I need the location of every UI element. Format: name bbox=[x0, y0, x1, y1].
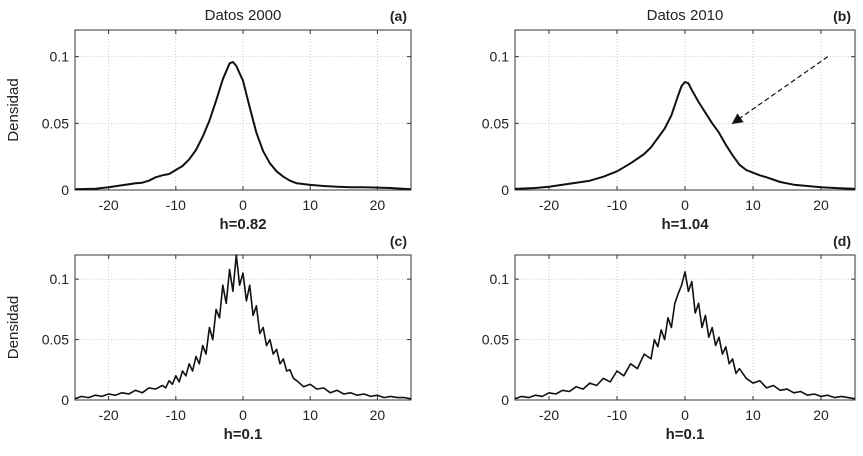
density-curve bbox=[74, 61, 412, 191]
y-tick-label: 0.05 bbox=[42, 115, 69, 131]
bandwidth-label: h=0.1 bbox=[666, 426, 705, 443]
x-tick-label: -10 bbox=[607, 197, 627, 213]
x-tick-label: -10 bbox=[166, 407, 186, 423]
x-tick-label: -20 bbox=[98, 407, 118, 423]
y-tick-label: 0 bbox=[501, 392, 509, 408]
panel-title: Datos 2010 bbox=[647, 7, 724, 24]
y-tick-label: 0.1 bbox=[490, 49, 510, 65]
y-tick-label: 0.05 bbox=[42, 332, 69, 348]
x-tick-label: -10 bbox=[607, 407, 627, 423]
y-tick-label: 0 bbox=[501, 182, 509, 198]
x-tick-label: -10 bbox=[166, 197, 186, 213]
density-curve bbox=[514, 81, 856, 190]
y-tick-label: 0 bbox=[61, 392, 69, 408]
panel-b: -20 -10 0 10 20 0 0.05 0.1 Datos 2010 (b) h=1.04 bbox=[482, 7, 856, 233]
x-tick-label: 0 bbox=[681, 407, 689, 423]
panel-tag: (d) bbox=[833, 233, 851, 249]
density-curve bbox=[74, 254, 412, 400]
y-tick-label: 0.1 bbox=[50, 271, 70, 287]
x-tick-label: -20 bbox=[539, 197, 559, 213]
panel-tag: (c) bbox=[390, 233, 407, 249]
bandwidth-label: h=0.1 bbox=[224, 426, 263, 443]
x-tick-label: 10 bbox=[302, 407, 318, 423]
panel-a: -20 -10 0 10 20 0 0.05 0.1 Datos 2000 (a) h=0.82 De… bbox=[5, 7, 412, 233]
x-tick-label: 10 bbox=[745, 197, 761, 213]
x-tick-label: 0 bbox=[239, 407, 247, 423]
y-axis-label: Densidad bbox=[5, 296, 22, 359]
y-tick-label: 0.05 bbox=[482, 332, 509, 348]
y-tick-label: 0.05 bbox=[482, 115, 509, 131]
x-tick-label: 10 bbox=[745, 407, 761, 423]
panel-c: -20 -10 0 10 20 0 0.05 0.1 (c) h=0.1 Densidad bbox=[5, 233, 412, 443]
bandwidth-label: h=1.04 bbox=[661, 216, 709, 233]
annotation-arrow bbox=[731, 56, 829, 124]
panel-tag: (a) bbox=[390, 8, 407, 24]
x-tick-label: 20 bbox=[813, 407, 829, 423]
y-tick-label: 0.1 bbox=[490, 271, 510, 287]
bandwidth-label: h=0.82 bbox=[219, 216, 266, 233]
x-tick-label: 20 bbox=[370, 197, 386, 213]
x-tick-label: -20 bbox=[98, 197, 118, 213]
density-curve bbox=[514, 271, 856, 400]
y-tick-label: 0.1 bbox=[50, 49, 70, 65]
x-tick-label: -20 bbox=[539, 407, 559, 423]
panel-title: Datos 2000 bbox=[205, 7, 282, 24]
panel-d: -20 -10 0 10 20 0 0.05 0.1 (d) h=0.1 bbox=[482, 233, 856, 443]
x-tick-label: 10 bbox=[302, 197, 318, 213]
x-tick-label: 0 bbox=[681, 197, 689, 213]
y-axis-label: Densidad bbox=[5, 78, 22, 141]
x-tick-label: 0 bbox=[239, 197, 247, 213]
x-tick-label: 20 bbox=[370, 407, 386, 423]
x-tick-label: 20 bbox=[813, 197, 829, 213]
y-tick-label: 0 bbox=[61, 182, 69, 198]
panel-tag: (b) bbox=[833, 8, 851, 24]
